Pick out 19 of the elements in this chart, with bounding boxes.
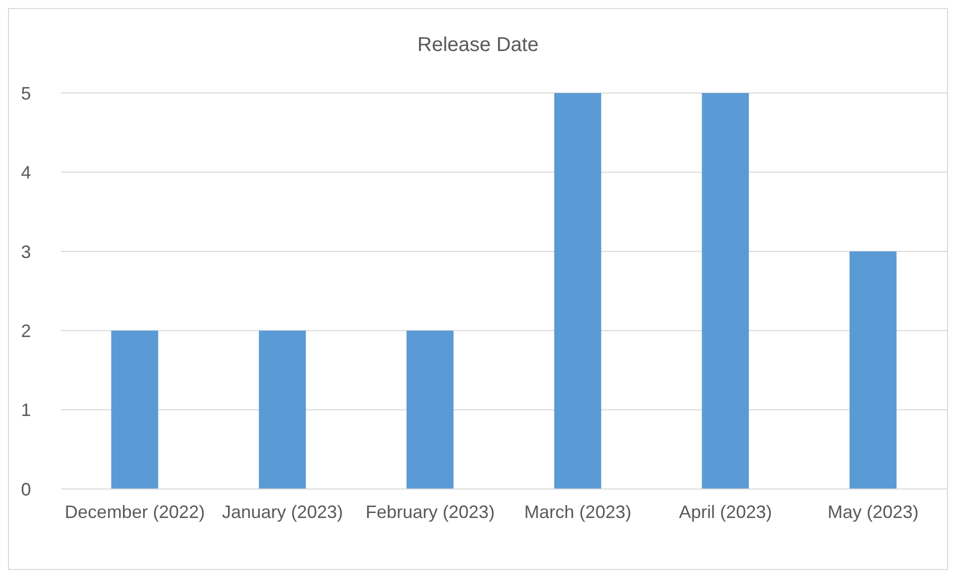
bar — [406, 330, 454, 489]
bar — [554, 93, 602, 489]
x-tick-label: March (2023) — [524, 502, 632, 522]
bar — [702, 93, 749, 489]
y-tick-label: 1 — [20, 400, 31, 420]
y-tick-label: 4 — [20, 162, 31, 183]
bar — [258, 330, 306, 489]
y-tick-label: 3 — [20, 242, 31, 262]
bar — [850, 251, 897, 489]
x-tick-label: December (2022) — [64, 502, 205, 522]
x-tick-label: April (2023) — [678, 502, 772, 522]
chart-title: Release Date — [416, 34, 540, 57]
x-tick-label: January (2023) — [222, 502, 344, 522]
y-tick-label: 5 — [20, 83, 31, 104]
y-tick-label: 0 — [20, 479, 31, 500]
x-tick-label: February (2023) — [366, 502, 495, 522]
x-tick-label: May (2023) — [828, 502, 919, 522]
y-tick-label: 2 — [20, 320, 31, 341]
bar — [111, 330, 158, 489]
